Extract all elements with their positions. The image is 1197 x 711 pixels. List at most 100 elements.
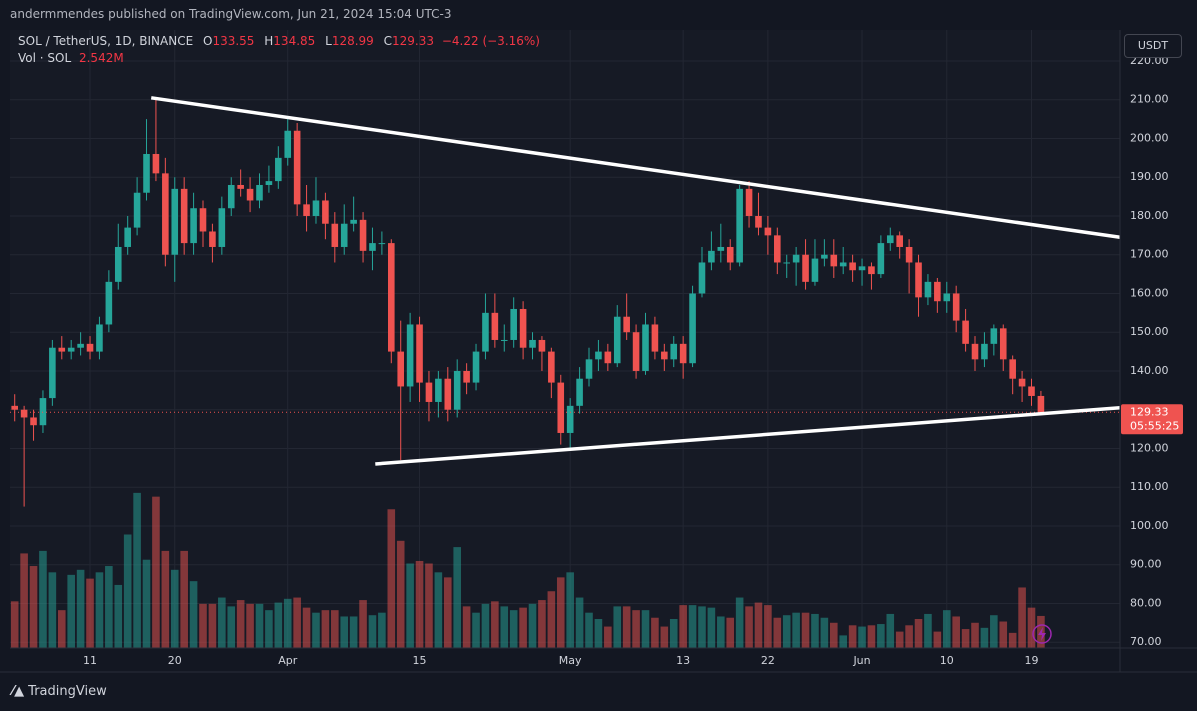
volume-bar (509, 610, 518, 648)
volume-bar (246, 603, 254, 648)
y-tick-label: 170.00 (1130, 248, 1169, 261)
volume-bar (133, 492, 141, 648)
volume-bar (801, 612, 810, 648)
candle-body (952, 293, 960, 321)
candle-body (350, 219, 357, 224)
candle-body (642, 324, 649, 371)
candle-body (322, 200, 329, 224)
high-value: 134.85 (273, 34, 316, 48)
volume-bar (764, 605, 772, 648)
candle-body (868, 266, 875, 275)
volume-bar (886, 613, 895, 648)
volume-bar (961, 629, 970, 648)
volume-bar (990, 615, 998, 648)
volume-bar (462, 606, 471, 648)
candle-body (755, 215, 762, 228)
candle-body (171, 188, 179, 255)
candle-body (67, 347, 75, 352)
candle-body (519, 308, 527, 348)
volume-bar (707, 607, 716, 648)
candle-body (284, 130, 292, 158)
candle-body (849, 262, 856, 271)
candle-body (604, 351, 612, 364)
candle-body (990, 328, 998, 344)
candle-body (576, 378, 583, 406)
candle-body (397, 351, 405, 387)
volume-bar (105, 566, 113, 648)
candle-body (86, 343, 94, 352)
candle-body (463, 370, 470, 383)
volume-bar (152, 496, 160, 648)
y-tick-label: 110.00 (1130, 480, 1169, 493)
candle-body (905, 246, 913, 263)
candle-body (265, 181, 273, 185)
volume-bar (660, 626, 669, 648)
ohlc-letter: L (325, 34, 332, 48)
candle-body (745, 188, 753, 216)
candle-body (359, 219, 367, 251)
candle-body (237, 184, 244, 189)
volume-bar (952, 616, 960, 648)
volume-bar (123, 534, 132, 648)
volume-bar (312, 612, 320, 648)
volume-bar (698, 606, 706, 648)
y-tick-label: 160.00 (1130, 286, 1169, 299)
volume-bar (236, 600, 245, 648)
volume-bar (331, 610, 339, 648)
x-tick-label: 11 (83, 654, 97, 667)
volume-value: 2.542M (78, 51, 124, 65)
candle-body (774, 235, 781, 263)
volume-bar (491, 601, 499, 648)
candle-body (623, 316, 630, 333)
candle-body (500, 339, 508, 341)
candle-body (162, 173, 169, 255)
candle-body (406, 324, 414, 387)
candle-body (39, 398, 47, 426)
volume-bar (443, 577, 452, 648)
volume-bar (283, 598, 292, 648)
volume-bar (971, 622, 979, 648)
x-tick-label: 10 (940, 654, 954, 667)
volume-bar (359, 600, 367, 648)
volume-bar (425, 563, 433, 648)
candle-body (708, 250, 715, 263)
volume-bar (782, 615, 791, 648)
candle-body (971, 343, 979, 360)
candle-body (915, 262, 922, 298)
candle-body (491, 312, 499, 340)
candle-body (340, 223, 348, 247)
candle-body (58, 347, 66, 352)
volume-bar (754, 602, 763, 648)
candle-body (1018, 378, 1026, 387)
volume-bar (641, 610, 650, 648)
volume-bar (942, 610, 951, 648)
y-tick-label: 180.00 (1130, 209, 1169, 222)
volume-bar (556, 577, 565, 648)
currency-button[interactable]: USDT (1124, 34, 1182, 58)
candle-body (821, 254, 828, 259)
volume-bar (1008, 632, 1017, 648)
y-tick-label: 70.00 (1130, 635, 1162, 648)
legend-row: SOL / TetherUS, 1D, BINANCE O133.55 H134… (18, 34, 540, 48)
volume-bar (999, 621, 1008, 648)
candle-body (378, 243, 386, 245)
alert-icon[interactable] (1032, 624, 1052, 644)
candle-body (962, 320, 969, 344)
candle-body (96, 324, 103, 352)
candle-body (1028, 386, 1035, 396)
volume-bar (839, 635, 848, 648)
candle-body (566, 405, 574, 433)
volume-bar (396, 540, 405, 648)
candle-body (877, 243, 885, 275)
candle-body (20, 409, 28, 418)
publisher: andermmendes published on TradingView.co… (10, 7, 452, 21)
candle-body (133, 192, 141, 228)
volume-bar (472, 612, 480, 648)
last-price-label: 129.33 (1130, 405, 1169, 418)
candle-body (726, 246, 734, 263)
volume-bar (368, 615, 377, 648)
candle-body (444, 378, 452, 410)
candle-body (416, 324, 423, 383)
